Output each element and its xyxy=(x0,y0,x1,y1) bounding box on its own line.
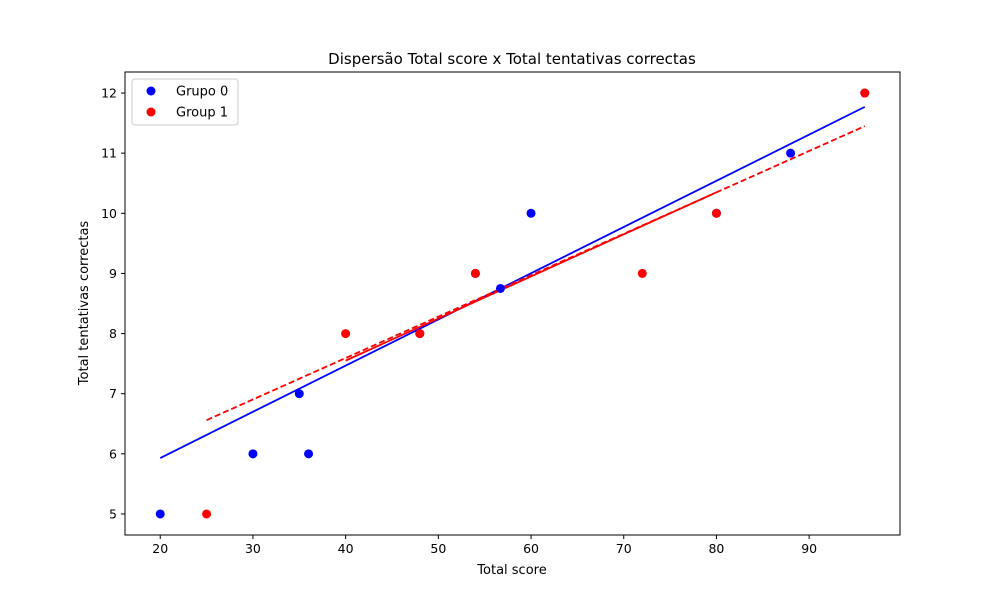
y-axis-label: Total tentativas correctas xyxy=(77,221,92,387)
data-point-series-1 xyxy=(341,329,351,339)
y-tick-label: 6 xyxy=(109,446,117,461)
data-point-series-1 xyxy=(470,268,480,278)
x-tick-label: 90 xyxy=(801,541,817,556)
data-point-series-1 xyxy=(415,329,425,339)
fit-line-series-0 xyxy=(159,106,866,459)
data-point-series-1 xyxy=(637,268,647,278)
data-point-series-1 xyxy=(202,509,212,519)
data-point-series-0 xyxy=(155,509,165,519)
y-tick-label: 10 xyxy=(101,206,117,221)
x-tick-label: 40 xyxy=(338,541,354,556)
y-tick-label: 12 xyxy=(101,86,117,101)
data-point-series-0 xyxy=(786,148,796,158)
x-axis-label: Total score xyxy=(476,563,546,578)
legend-label-series-1: Group 1 xyxy=(176,106,228,121)
chart-title: Dispersão Total score x Total tentativas… xyxy=(328,50,696,68)
x-tick-label: 50 xyxy=(430,541,446,556)
y-tick-label: 7 xyxy=(109,386,117,401)
fit-segment-series-1 xyxy=(345,191,717,362)
data-point-series-0 xyxy=(248,449,258,459)
axes-frame xyxy=(124,71,901,536)
data-point-series-0 xyxy=(495,283,505,293)
plot-area: 20 30 40 50 60 70 80 90 5 6 7 8 9 10 11 12 Grupo 0 Group … xyxy=(101,71,901,556)
legend-box xyxy=(131,78,239,126)
x-tick-label: 70 xyxy=(616,541,632,556)
legend-label-series-0: Grupo 0 xyxy=(176,85,228,100)
y-tick-label: 8 xyxy=(109,326,117,341)
data-point-series-0 xyxy=(294,389,304,399)
data-point-series-0 xyxy=(526,208,536,218)
data-point-series-1 xyxy=(711,208,721,218)
legend-marker-series-1 xyxy=(146,107,156,117)
y-tick-label: 11 xyxy=(101,146,117,161)
data-point-series-1 xyxy=(860,88,870,98)
y-tick-label: 5 xyxy=(109,506,117,521)
x-tick-label: 20 xyxy=(152,541,168,556)
y-tick-label: 9 xyxy=(109,266,117,281)
data-point-series-0 xyxy=(304,449,314,459)
x-tick-label: 30 xyxy=(245,541,261,556)
fit-line-series-1 xyxy=(206,125,866,421)
x-tick-label: 60 xyxy=(523,541,539,556)
legend-marker-series-0 xyxy=(146,86,156,96)
x-tick-label: 80 xyxy=(708,541,724,556)
